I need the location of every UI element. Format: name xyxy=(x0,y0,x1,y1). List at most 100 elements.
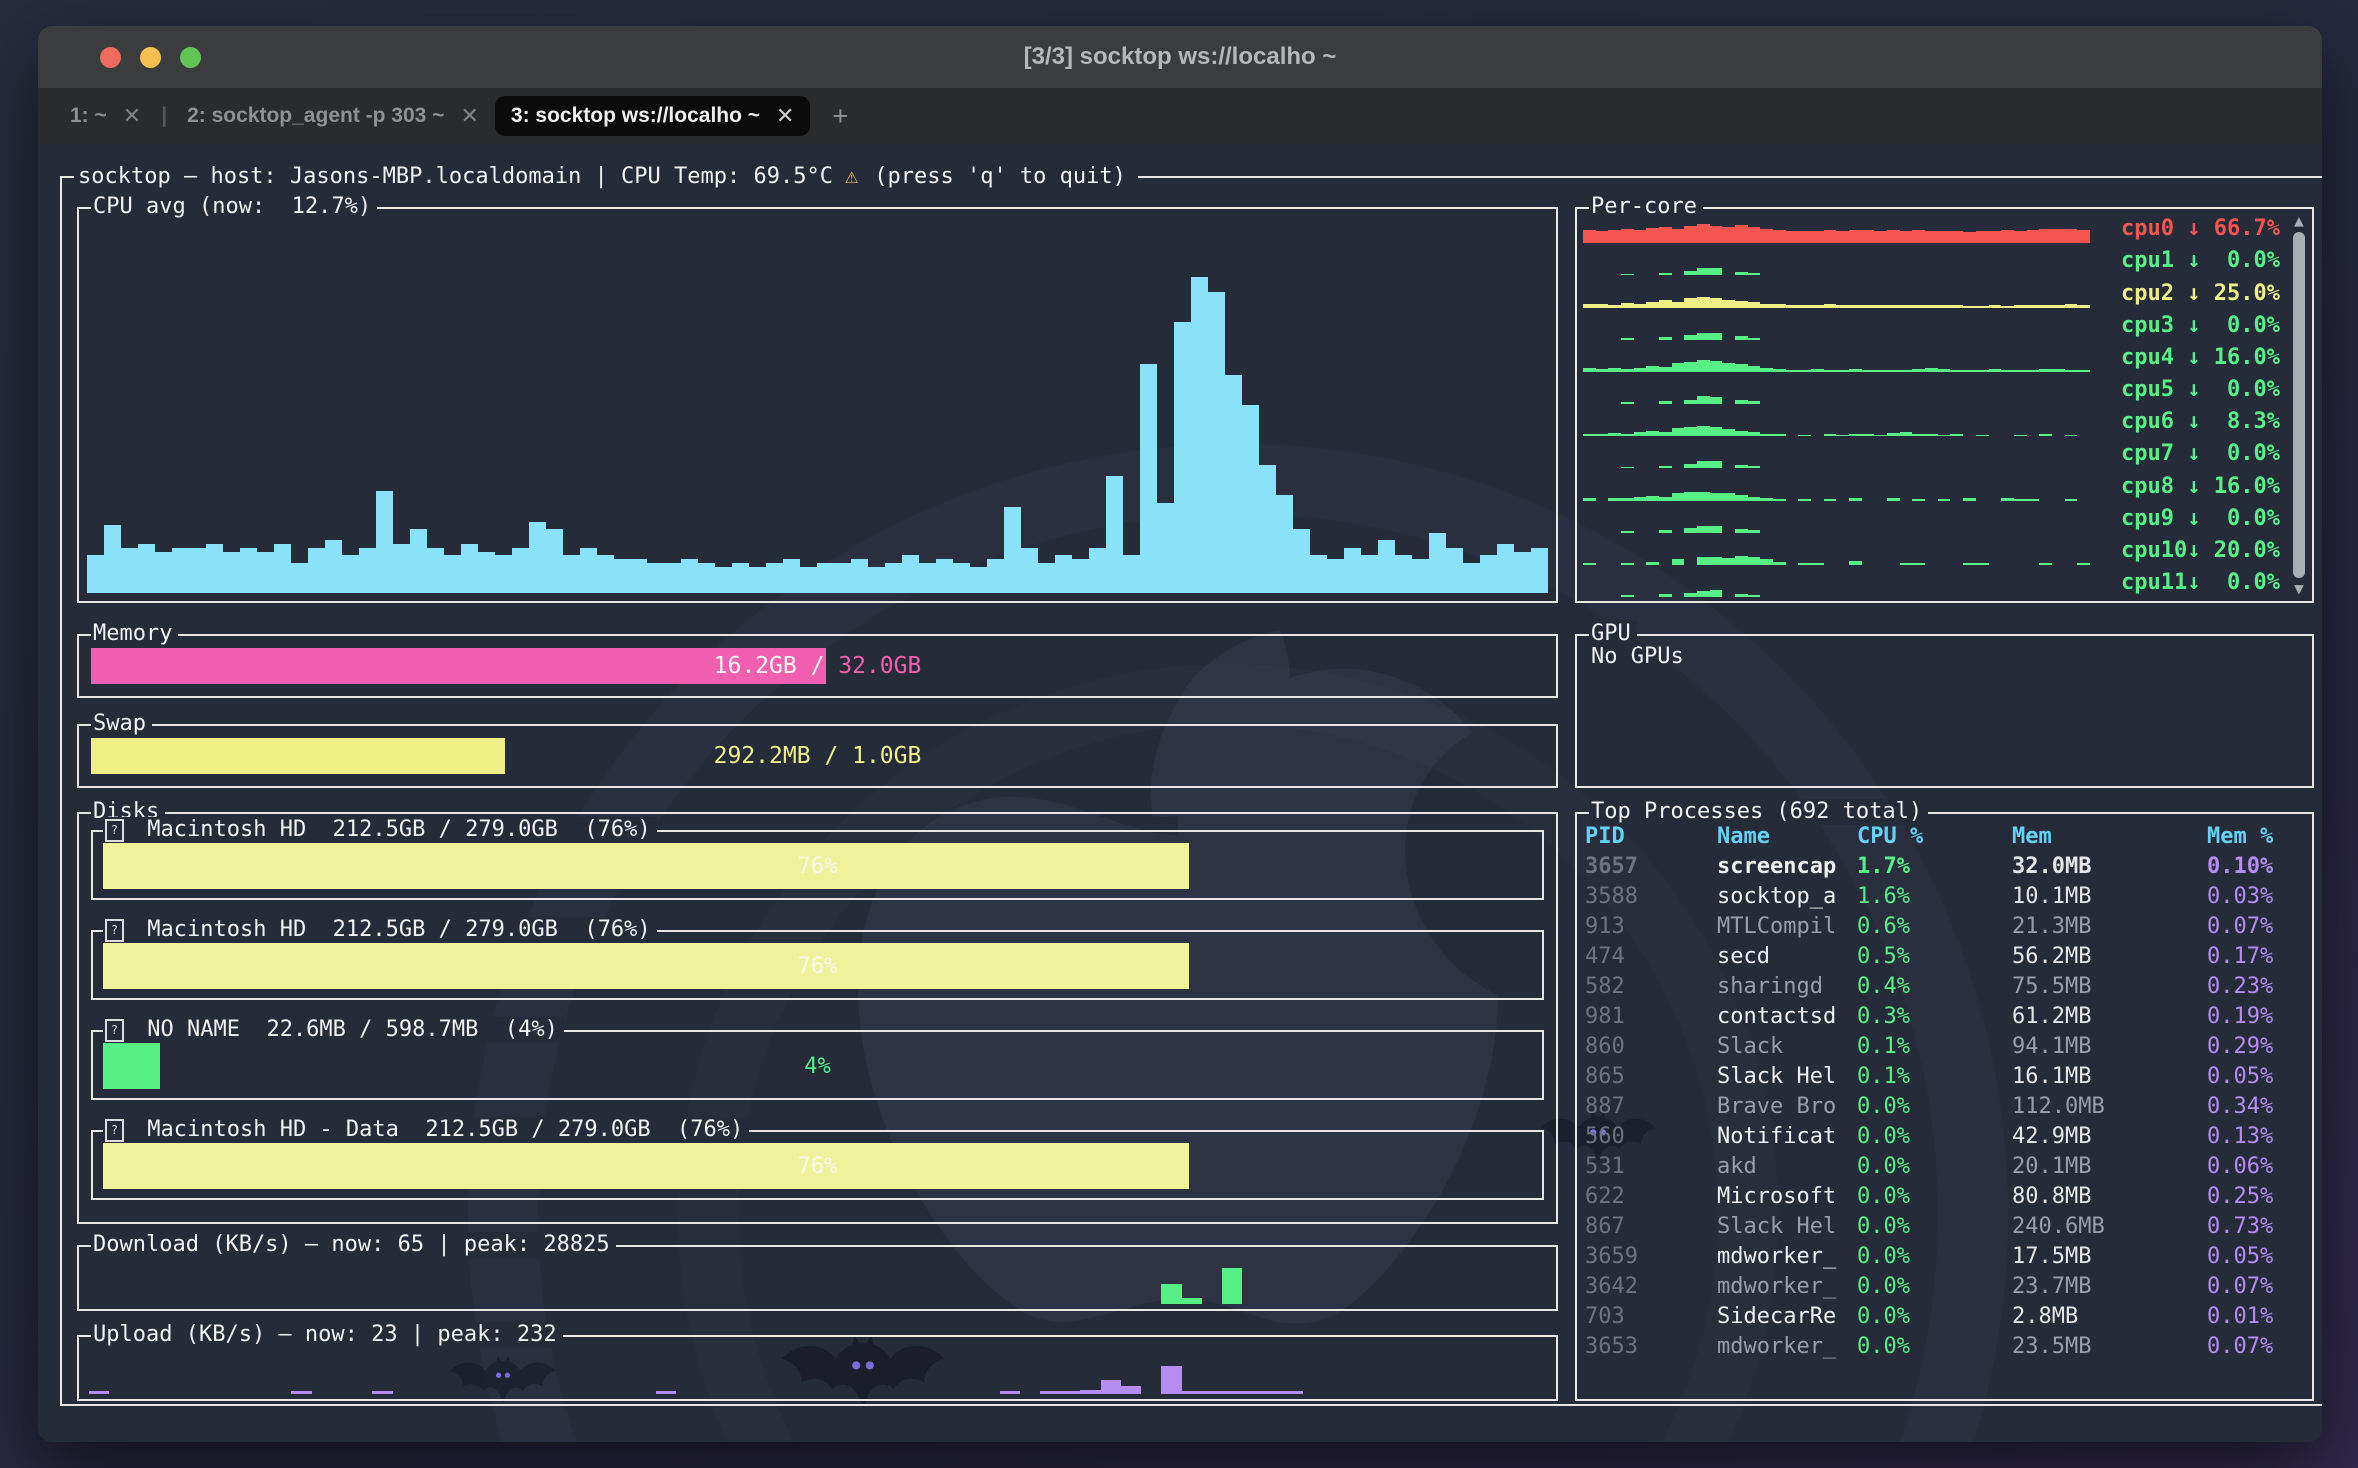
memory-usage-label: 16.2GB / 32.0GB xyxy=(91,648,1544,684)
zoom-window-button[interactable] xyxy=(180,46,201,68)
tab-3-active[interactable]: 3: socktop ws://localho ~ ✕ xyxy=(494,96,811,136)
process-row[interactable]: 860 Slack 0.1% 94.1MB 0.29% xyxy=(1585,1034,2274,1059)
process-row[interactable]: 531 akd 0.0% 20.1MB 0.06% xyxy=(1585,1154,2274,1179)
core-row-cpu8: cpu8 ↓ 16.0% xyxy=(1583,469,2282,501)
process-row[interactable]: 887 Brave Bro 0.0% 112.0MB 0.34% xyxy=(1585,1094,2274,1119)
cpu9-sparkline xyxy=(1583,506,2090,533)
new-tab-button[interactable]: + xyxy=(832,100,849,131)
core-row-cpu1: cpu1 ↓ 0.0% xyxy=(1583,244,2282,276)
swap-fill xyxy=(91,738,506,774)
process-row[interactable]: 913 MTLCompil 0.6% 21.3MB 0.07% xyxy=(1585,914,2274,939)
cpu5-sparkline xyxy=(1583,377,2090,405)
process-row[interactable]: 3588 socktop_a 1.6% 10.1MB 0.03% xyxy=(1585,884,2274,909)
cpu6-sparkline xyxy=(1583,409,2090,437)
core-row-cpu7: cpu7 ↓ 0.0% xyxy=(1583,437,2282,469)
cpu8-sparkline xyxy=(1583,473,2090,501)
cpu8-label: cpu8 ↓ 16.0% xyxy=(2121,473,2280,499)
memory-meter: 16.2GB / 32.0GB xyxy=(91,648,1544,684)
process-row[interactable]: 867 Slack Hel 0.0% 240.6MB 0.73% xyxy=(1585,1214,2274,1239)
core-row-cpu11: cpu11↓ 0.0% xyxy=(1583,566,2282,598)
scroll-down-icon[interactable]: ▼ xyxy=(2294,579,2304,598)
core-row-cpu6: cpu6 ↓ 8.3% xyxy=(1583,405,2282,437)
process-row[interactable]: 981 contactsd 0.3% 61.2MB 0.19% xyxy=(1585,1004,2274,1029)
process-row[interactable]: 3653 mdworker_ 0.0% 23.5MB 0.07% xyxy=(1585,1334,2274,1359)
disk-icon-missing-glyph: ? xyxy=(105,918,124,942)
core-row-cpu9: cpu9 ↓ 0.0% xyxy=(1583,502,2282,534)
cpu3-label: cpu3 ↓ 0.0% xyxy=(2121,312,2280,338)
tab-1-label: 1: ~ xyxy=(70,104,107,127)
gpu-message: No GPUs xyxy=(1591,644,1684,669)
process-row[interactable]: 622 Microsoft 0.0% 80.8MB 0.25% xyxy=(1585,1184,2274,1209)
download-sparkline xyxy=(89,1257,1546,1304)
disks-panel: Disks ? Macintosh HD 212.5GB / 279.0GB (… xyxy=(77,799,1558,1224)
close-window-button[interactable] xyxy=(100,46,121,68)
cpu1-sparkline xyxy=(1583,248,2090,276)
minimize-window-button[interactable] xyxy=(140,46,161,68)
disk-panel-no-name: ? NO NAME 22.6MB / 598.7MB (4%) 4% xyxy=(91,1017,1544,1100)
disk-usage-pct: 76% xyxy=(797,953,838,979)
disk-panel-macintosh-hd-2: ? Macintosh HD 212.5GB / 279.0GB (76%) 7… xyxy=(91,917,1544,1000)
disk-panel-macintosh-hd-data: ? Macintosh HD - Data 212.5GB / 279.0GB … xyxy=(91,1117,1544,1200)
cpu10-sparkline xyxy=(1583,538,2090,565)
disk-title: ? NO NAME 22.6MB / 598.7MB (4%) xyxy=(103,1017,564,1043)
tab-1-close-icon[interactable]: ✕ xyxy=(122,103,142,128)
disk-label: NO NAME 22.6MB / 598.7MB (4%) xyxy=(134,1017,558,1042)
disk-usage-fill xyxy=(103,1143,1190,1189)
traffic-lights xyxy=(100,26,201,88)
process-row[interactable]: 3657 screencap 1.7% 32.0MB 0.10% xyxy=(1585,854,2274,879)
process-row[interactable]: 560 Notificat 0.0% 42.9MB 0.13% xyxy=(1585,1124,2274,1149)
disk-title: ? Macintosh HD 212.5GB / 279.0GB (76%) xyxy=(103,917,657,943)
tab-3-close-icon[interactable]: ✕ xyxy=(776,103,795,128)
cpu11-sparkline xyxy=(1583,570,2090,598)
memory-panel-title: Memory xyxy=(91,621,179,647)
disk-title: ? Macintosh HD 212.5GB / 279.0GB (76%) xyxy=(103,817,657,843)
disk-usage-bar: 4% xyxy=(103,1043,1532,1089)
app-header: socktop — host: Jasons-MBP.localdomain |… xyxy=(60,163,2322,191)
cpu4-label: cpu4 ↓ 16.0% xyxy=(2121,344,2280,370)
upload-panel-title: Upload (KB/s) — now: 23 | peak: 232 xyxy=(91,1322,563,1348)
process-row[interactable]: 703 SidecarRe 0.0% 2.8MB 0.01% xyxy=(1585,1304,2274,1329)
cpu7-label: cpu7 ↓ 0.0% xyxy=(2121,441,2280,467)
core-row-cpu3: cpu3 ↓ 0.0% xyxy=(1583,309,2282,341)
cpu4-sparkline xyxy=(1583,345,2090,372)
process-row[interactable]: 3659 mdworker_ 0.0% 17.5MB 0.05% xyxy=(1585,1244,2274,1269)
tab-2-close-icon[interactable]: ✕ xyxy=(460,103,479,128)
tab-1[interactable]: 1: ~ ✕ xyxy=(54,96,157,136)
process-row[interactable]: 474 secd 0.5% 56.2MB 0.17% xyxy=(1585,944,2274,969)
cpu11-label: cpu11↓ 0.0% xyxy=(2121,570,2280,596)
header-line-fill xyxy=(1137,176,2322,178)
cpu5-label: cpu5 ↓ 0.0% xyxy=(2121,377,2280,403)
process-table-header: PID Name CPU % Mem Mem % xyxy=(1577,822,2312,852)
top-processes-title: Top Processes (692 total) xyxy=(1589,799,1929,825)
memory-fill xyxy=(91,648,827,684)
process-row[interactable]: 582 sharingd 0.4% 75.5MB 0.23% xyxy=(1585,974,2274,999)
disk-usage-bar: 76% xyxy=(103,943,1532,989)
process-row[interactable]: 3642 mdworker_ 0.0% 23.7MB 0.07% xyxy=(1585,1274,2274,1299)
disk-icon-missing-glyph: ? xyxy=(105,818,124,842)
terminal-screen[interactable]: socktop — host: Jasons-MBP.localdomain |… xyxy=(38,144,2322,1442)
per-core-panel-title: Per-core xyxy=(1589,194,1703,220)
memory-used-value: 16.2GB / xyxy=(713,653,839,679)
disk-title: ? Macintosh HD - Data 212.5GB / 279.0GB … xyxy=(103,1117,750,1143)
tab-2[interactable]: 2: socktop_agent -p 303 ~ ✕ xyxy=(171,96,495,136)
scrollbar-thumb[interactable] xyxy=(2293,232,2305,578)
core-row-cpu0: cpu0 ↓ 66.7% xyxy=(1583,212,2282,244)
upload-panel: Upload (KB/s) — now: 23 | peak: 232 xyxy=(77,1322,1558,1401)
disk-usage-bar: 76% xyxy=(103,843,1532,889)
download-panel: Download (KB/s) — now: 65 | peak: 28825 xyxy=(77,1232,1558,1311)
cpu-avg-panel-title: CPU avg (now: 12.7%) xyxy=(91,194,378,220)
top-processes-panel: Top Processes (692 total) PID Name CPU %… xyxy=(1575,799,2314,1401)
cpu2-sparkline xyxy=(1583,280,2090,308)
disk-usage-pct: 4% xyxy=(804,1053,831,1079)
temp-warning-icon: ⚠ xyxy=(844,164,859,189)
scroll-up-icon[interactable]: ▲ xyxy=(2294,211,2304,230)
tab-bar: 1: ~ ✕ | 2: socktop_agent -p 303 ~ ✕ 3: … xyxy=(38,88,2322,144)
upload-sparkline xyxy=(89,1347,1546,1394)
disk-usage-bar: 76% xyxy=(103,1143,1532,1189)
gpu-panel: GPU No GPUs xyxy=(1575,621,2314,788)
window-title: [3/3] socktop ws://localho ~ xyxy=(1023,43,1337,70)
per-core-scrollbar[interactable]: ▲ ▼ xyxy=(2289,212,2309,598)
cpu7-sparkline xyxy=(1583,441,2090,469)
process-row[interactable]: 865 Slack Hel 0.1% 16.1MB 0.05% xyxy=(1585,1064,2274,1089)
